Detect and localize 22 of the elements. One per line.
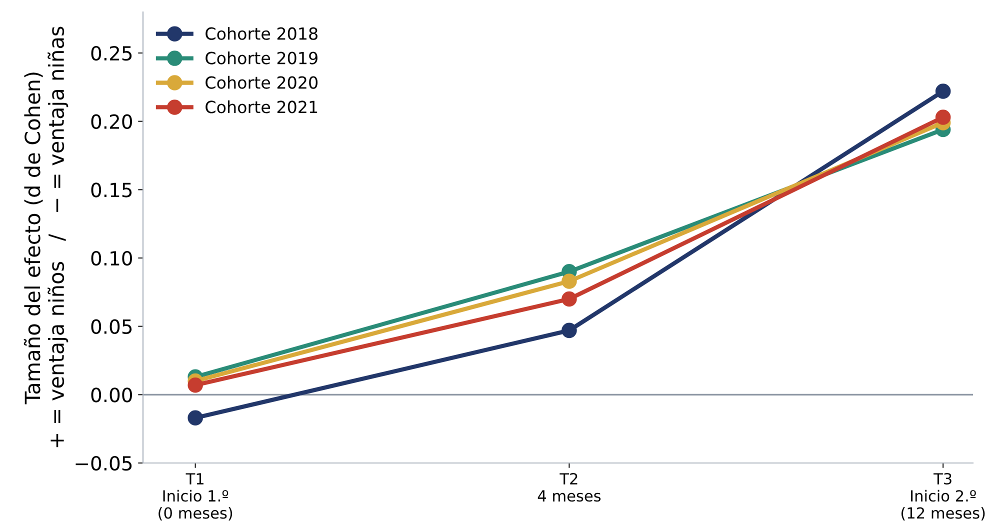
point bbox=[562, 322, 577, 338]
x-tick-label: T3 Inicio 2.º (12 meses) bbox=[901, 472, 985, 521]
y-tick-label: 0.05 bbox=[91, 319, 132, 334]
point bbox=[188, 410, 203, 426]
point bbox=[562, 274, 577, 289]
y-tick-label: 0.00 bbox=[91, 388, 132, 402]
point bbox=[935, 110, 951, 125]
x-tick-label: T1 Inicio 1.º (0 meses) bbox=[158, 473, 232, 521]
y-tick-label: 0.25 bbox=[91, 46, 132, 61]
y-tick-label: −0.05 bbox=[76, 456, 132, 471]
legend-label: Cohorte 2021 bbox=[206, 100, 318, 114]
point bbox=[935, 84, 951, 99]
point bbox=[188, 377, 203, 393]
y-tick-label: 0.15 bbox=[91, 182, 132, 198]
y-axis-title: Tamaño del efecto (d de Cohen) + = ventaja niños / − = ventaja niñas bbox=[24, 26, 68, 448]
legend-label: Cohorte 2019 bbox=[206, 51, 318, 64]
x-tick-label: T2 4 meses bbox=[538, 472, 601, 502]
legend-label: Cohorte 2020 bbox=[206, 76, 318, 89]
y-tick-label: 0.20 bbox=[91, 114, 132, 129]
legend-label: Cohorte 2018 bbox=[206, 27, 318, 40]
point bbox=[562, 291, 577, 307]
y-tick-label: 0.10 bbox=[91, 250, 132, 266]
